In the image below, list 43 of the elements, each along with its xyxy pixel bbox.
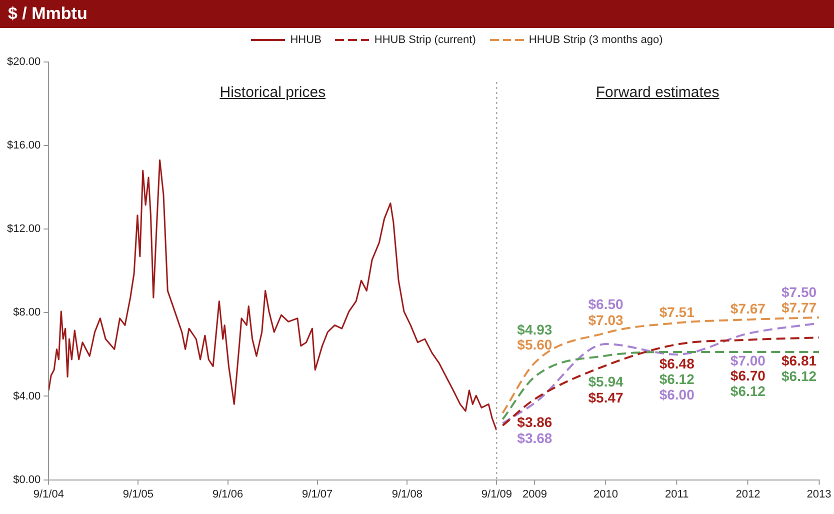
x-tick-label: 2012 [735, 488, 760, 500]
x-tick-label: 9/1/05 [122, 488, 154, 500]
data-label: $6.81 [781, 352, 816, 368]
data-label: $3.68 [516, 430, 552, 446]
data-label: $4.93 [516, 322, 552, 338]
x-tick-label: 9/1/09 [481, 488, 512, 500]
data-label: $7.00 [730, 352, 766, 368]
y-tick-label: $12.00 [6, 223, 41, 236]
y-tick-label: $0.00 [13, 474, 41, 486]
x-tick-label: 2011 [664, 488, 688, 500]
chart-title: $ / Mmbtu [0, 0, 834, 28]
y-tick-label: $8.00 [13, 306, 41, 319]
annotation: Historical prices [220, 84, 326, 101]
data-label: $7.51 [659, 304, 694, 320]
data-label: $6.48 [659, 355, 694, 372]
legend-label: HHUB Strip (current) [374, 34, 476, 46]
data-label: $6.12 [781, 368, 816, 384]
data-label: $6.50 [588, 296, 624, 312]
legend-label: HHUB Strip (3 months ago) [528, 34, 663, 46]
data-label: $6.70 [730, 368, 766, 384]
legend-label: HHUB [290, 34, 322, 46]
y-tick-label: $20.00 [6, 56, 41, 68]
data-label: $3.86 [516, 414, 552, 430]
data-label: $6.12 [659, 370, 694, 387]
x-tick-label: 9/1/04 [33, 488, 64, 500]
x-tick-label: 2009 [522, 488, 547, 500]
x-tick-label: 9/1/07 [302, 488, 333, 500]
y-tick-label: $16.00 [6, 140, 41, 152]
data-label: $7.67 [730, 300, 766, 316]
data-label: $6.12 [730, 382, 766, 399]
data-label: $5.94 [588, 374, 624, 390]
data-label: $7.03 [588, 312, 624, 328]
data-label: $7.50 [781, 284, 816, 300]
y-tick-label: $4.00 [13, 390, 41, 402]
data-label: $7.77 [781, 299, 816, 316]
data-label: $6.00 [659, 386, 694, 402]
x-tick-label: 2013 [806, 488, 831, 500]
x-tick-label: 2010 [593, 488, 618, 500]
x-tick-label: 9/1/06 [212, 488, 244, 500]
data-label: $5.47 [588, 389, 624, 406]
x-tick-label: 9/1/08 [392, 488, 422, 500]
data-label: $5.60 [516, 336, 552, 353]
annotation: Forward estimates [596, 84, 720, 101]
